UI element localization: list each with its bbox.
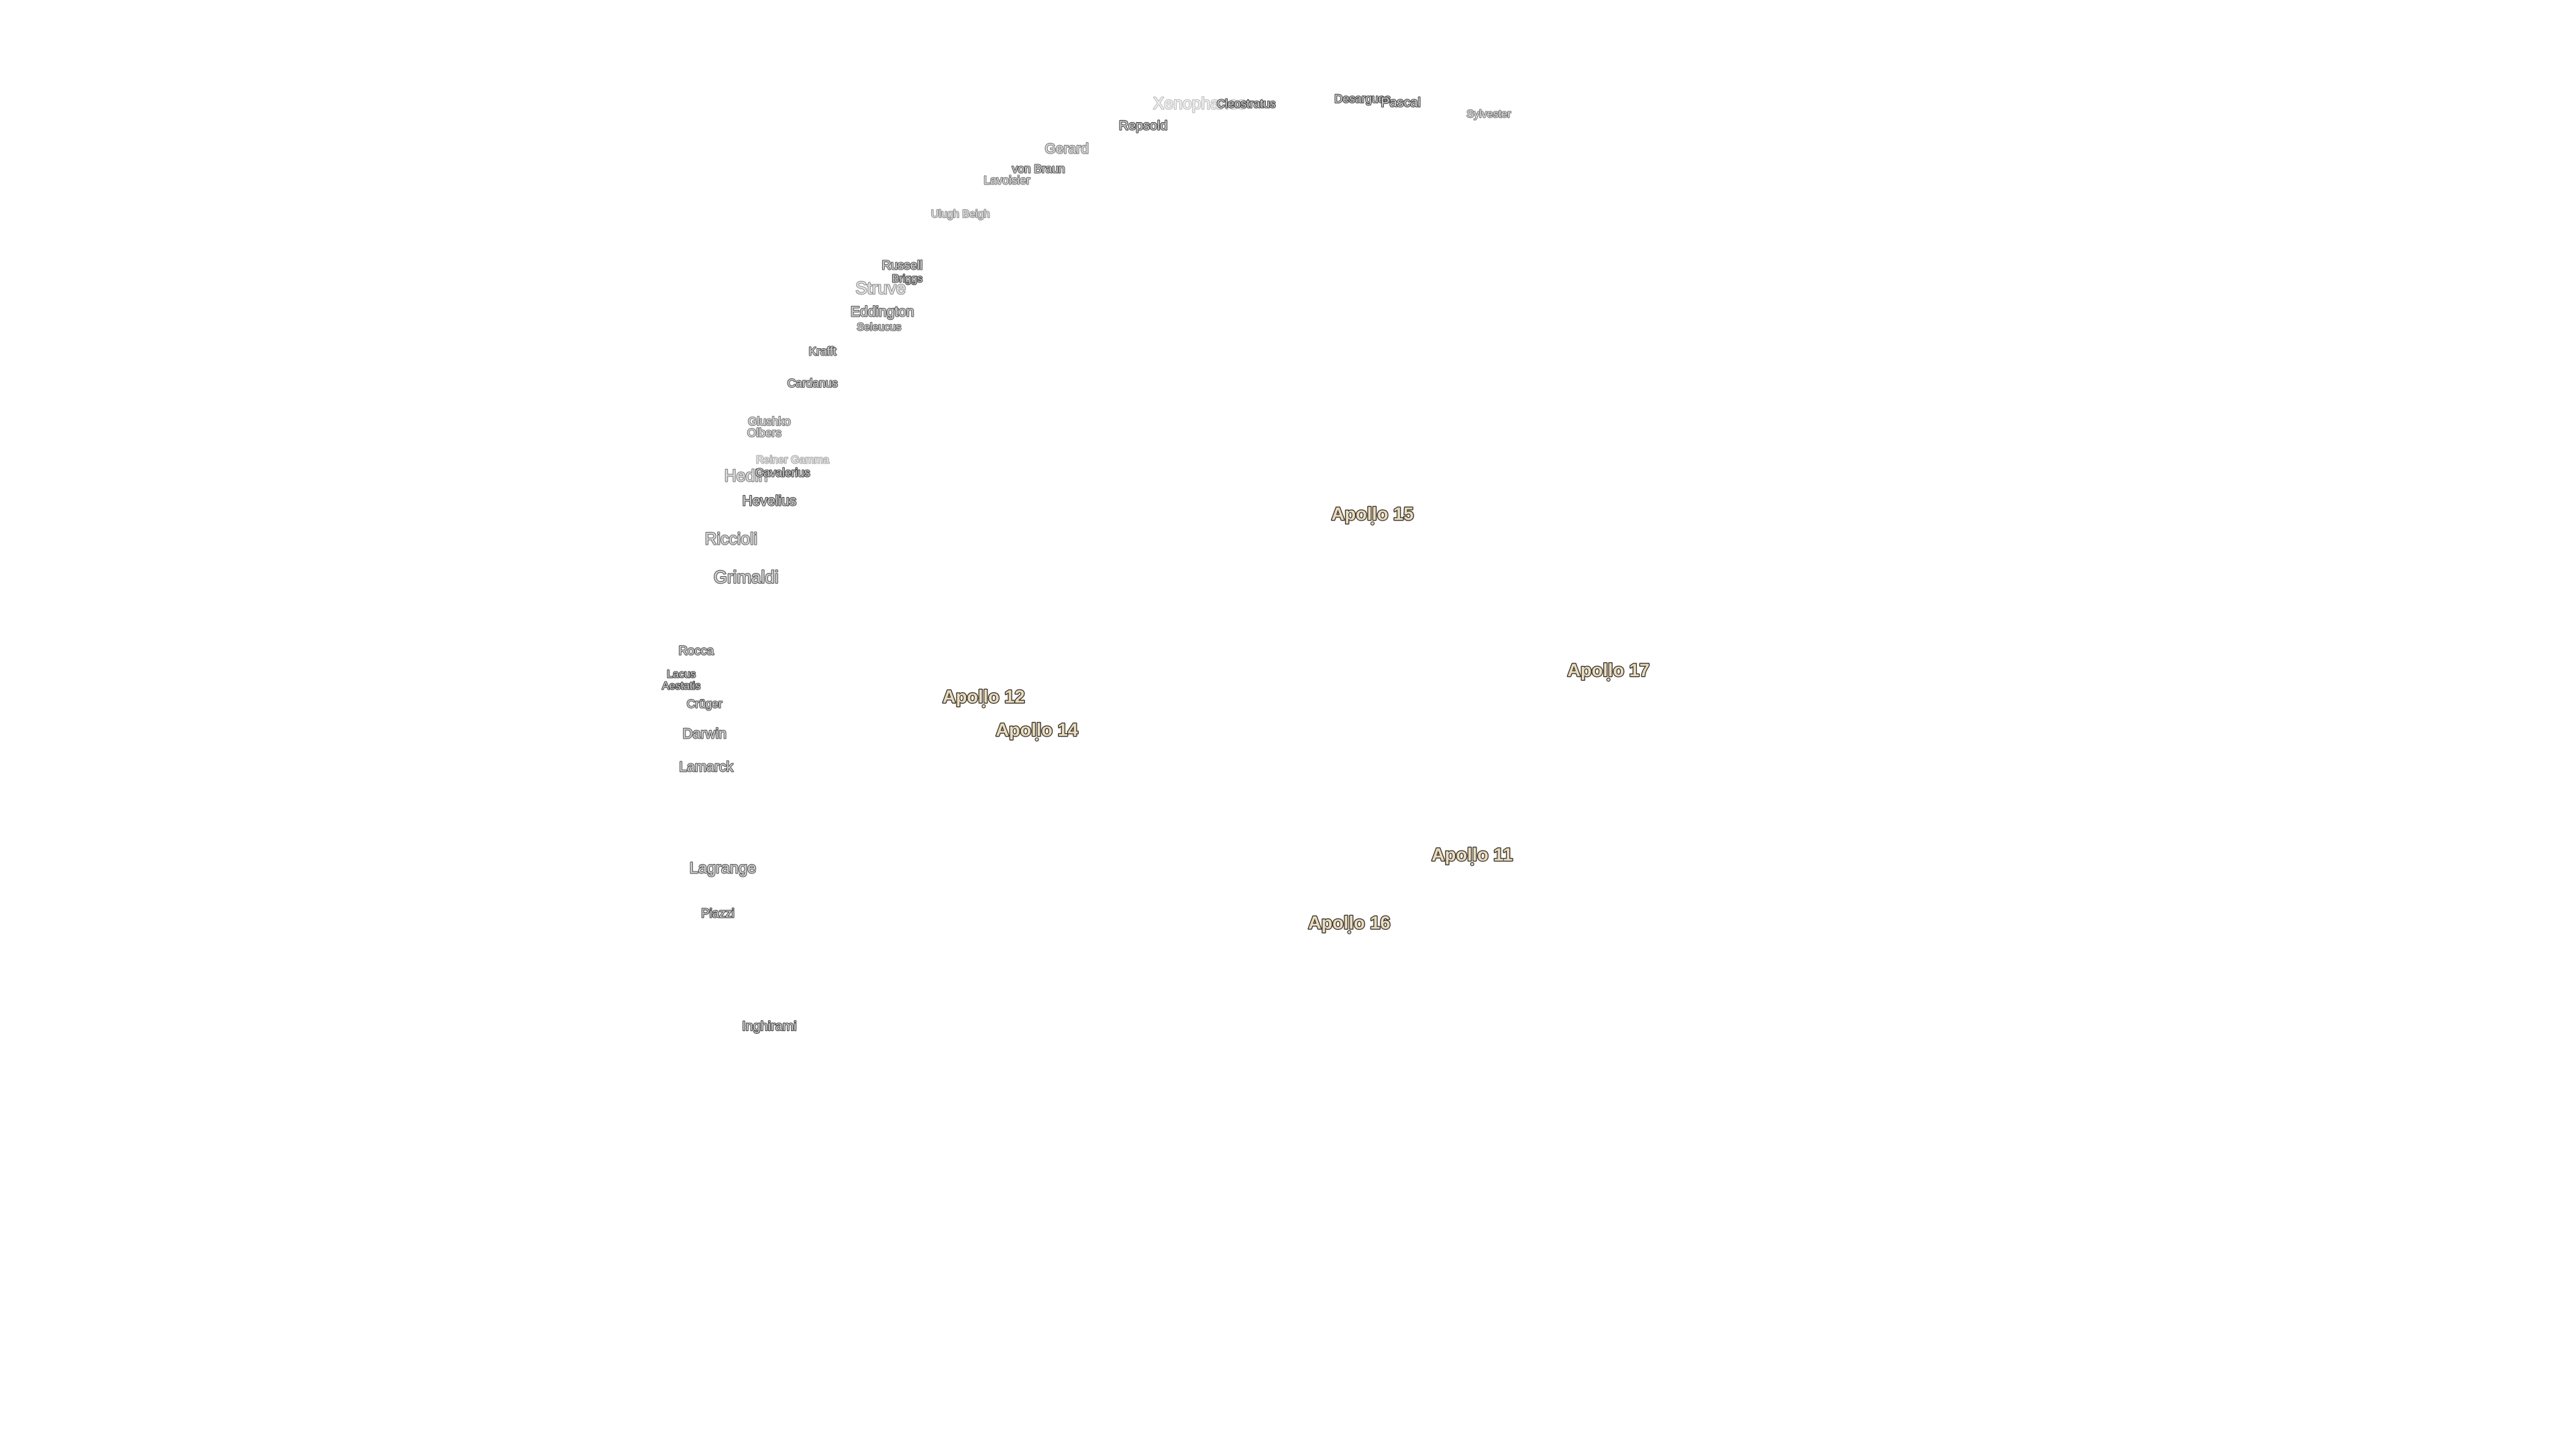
crater-label: Hevelius [742,494,796,509]
crater-label: Russell [882,258,923,272]
landing-site-label: Apollo 11 [1432,844,1513,865]
crater-label: Krafft [809,345,837,358]
landing-site-labels: Apollo 15 Apollo 17 Apollo 12 Apollo 14 Apol… [942,502,1650,934]
crater-label: Lamarck [679,759,733,775]
landing-site-label: Apollo 15 [1332,503,1414,524]
crater-label: Ulugh Beigh [931,208,990,220]
crater-label: Olbers [747,426,782,439]
crater-label: Struve [855,278,906,298]
crater-label: Glushko [748,415,791,428]
landing-site-label: Apollo 12 [943,686,1025,707]
crater-label: Briggs [892,272,923,284]
landing-site-marker [1034,737,1039,742]
landing-site-label: Apollo 16 [1308,912,1391,932]
landing-site-label: Apollo 17 [1567,659,1650,680]
crater-label: Crüger [687,697,722,710]
crater-label: Rocca [679,643,714,657]
crater-label: Lavoisier [983,174,1030,187]
crater-label: von Braun [1012,162,1065,175]
crater-label: Reiner Gamma [756,453,829,466]
crater-label: Aestatis [662,680,700,692]
landing-site-marker [981,704,986,708]
landing-site-marker [1470,861,1474,867]
crater-label: Gerard [1044,142,1089,157]
crater-label: Lagrange [690,859,756,877]
crater-label: Xenophanes [1153,95,1246,113]
crater-label: Repsold [1119,119,1168,133]
landing-site-marker [1370,521,1375,526]
landing-site-marker [1347,930,1352,934]
crater-label: Grimaldi [714,567,779,587]
crater-label: Seleucus [857,321,901,333]
crater-label: Inghirami [742,1019,796,1034]
crater-label: Piazzi [701,906,735,920]
landing-site-label: Apollo 14 [996,719,1078,740]
crater-label: Sylvester [1466,108,1511,120]
crater-label: Cavalerius [755,466,810,480]
crater-label: Cardanus [788,376,838,390]
crater-label: Cleostratus [1217,97,1276,111]
crater-label: Lacus [667,668,696,680]
crater-label: Desargues [1334,92,1391,105]
crater-label: Riccioli [705,531,757,549]
crater-label: Darwin [682,726,727,741]
crater-label: Pascal [1381,95,1420,110]
landing-site-marker [1606,678,1611,682]
crater-label: Hedin [724,467,768,485]
crater-label: Eddington [851,304,914,319]
